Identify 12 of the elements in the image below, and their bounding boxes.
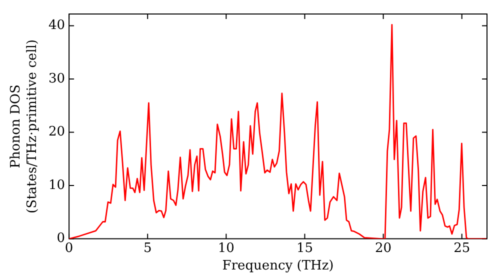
y-tick-label: 20 <box>48 124 66 140</box>
y-tick-label: 30 <box>48 71 66 86</box>
x-tick-label: 15 <box>296 240 314 256</box>
x-axis-title: Frequency (THz) <box>222 258 334 274</box>
x-tick-label: 10 <box>218 240 234 256</box>
y-tick-label: 0 <box>56 231 66 246</box>
y-tick-label: 10 <box>48 178 66 193</box>
x-tick-label: 25 <box>454 240 470 256</box>
x-tick-label: 20 <box>375 240 392 256</box>
y-tick-label: 40 <box>48 18 66 34</box>
x-tick-label: 5 <box>143 240 152 256</box>
y-axis-title: Phonon DOS (States/THz·primitive cell) <box>8 39 40 214</box>
